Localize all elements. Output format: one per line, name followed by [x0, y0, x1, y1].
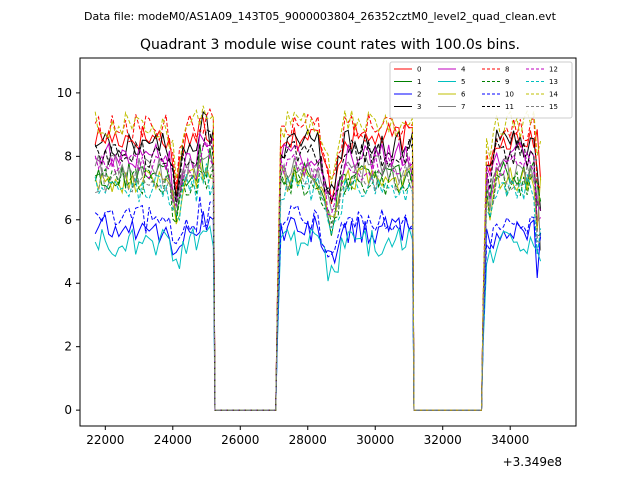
legend-label-15: 15	[549, 103, 558, 111]
series-line-6	[94, 158, 542, 411]
y-tick-label: 0	[64, 403, 72, 417]
chart-title: Quadrant 3 module wise count rates with …	[140, 37, 520, 53]
legend-label-10: 10	[505, 91, 514, 99]
series-line-15	[95, 163, 541, 411]
legend-label-11: 11	[505, 103, 514, 111]
series-line-14	[94, 105, 542, 411]
legend-label-2: 2	[417, 91, 421, 99]
series-line-2	[94, 211, 542, 411]
y-tick-label: 10	[57, 86, 72, 100]
series-line-3	[94, 110, 542, 411]
x-tick-label: 28000	[289, 433, 327, 447]
series-line-5	[94, 225, 542, 411]
legend-label-7: 7	[461, 103, 465, 111]
legend-label-1: 1	[417, 78, 421, 86]
x-tick-label: 34000	[491, 433, 529, 447]
legend-label-4: 4	[461, 66, 466, 74]
series-line-13	[94, 163, 542, 411]
y-tick-label: 4	[64, 276, 72, 290]
legend-label-14: 14	[549, 91, 558, 99]
x-tick-label: 26000	[221, 433, 259, 447]
y-tick-label: 6	[64, 213, 72, 227]
x-offset-label: +3.349e8	[503, 455, 562, 469]
series-line-11	[94, 128, 542, 411]
y-axis: 0 2 4 6 8 10	[57, 86, 80, 417]
x-tick-label: 22000	[86, 433, 124, 447]
legend-label-9: 9	[505, 78, 509, 86]
legend-label-6: 6	[461, 91, 466, 99]
x-axis: 22000 24000 26000 28000 30000 32000 34000	[86, 426, 529, 447]
y-tick-label: 8	[64, 149, 72, 163]
series-line-10	[94, 196, 542, 411]
series-line-8	[94, 107, 541, 411]
x-tick-label: 32000	[424, 433, 462, 447]
legend-label-3: 3	[417, 103, 421, 111]
y-tick-label: 2	[64, 340, 72, 354]
series-line-12	[94, 140, 542, 411]
data-file-label: Data file: modeM0/AS1A09_143T05_90000038…	[84, 10, 557, 23]
series-line-1	[94, 143, 542, 411]
legend-label-12: 12	[549, 66, 558, 74]
legend-label-8: 8	[505, 66, 509, 74]
legend-box	[389, 61, 573, 119]
legend-label-5: 5	[461, 78, 465, 86]
x-tick-label: 24000	[154, 433, 192, 447]
legend-label-0: 0	[417, 66, 421, 74]
series-line-9	[94, 167, 542, 411]
x-tick-label: 30000	[356, 433, 394, 447]
legend-label-13: 13	[549, 78, 558, 86]
series-lines	[94, 105, 542, 411]
plot-frame	[79, 57, 577, 427]
